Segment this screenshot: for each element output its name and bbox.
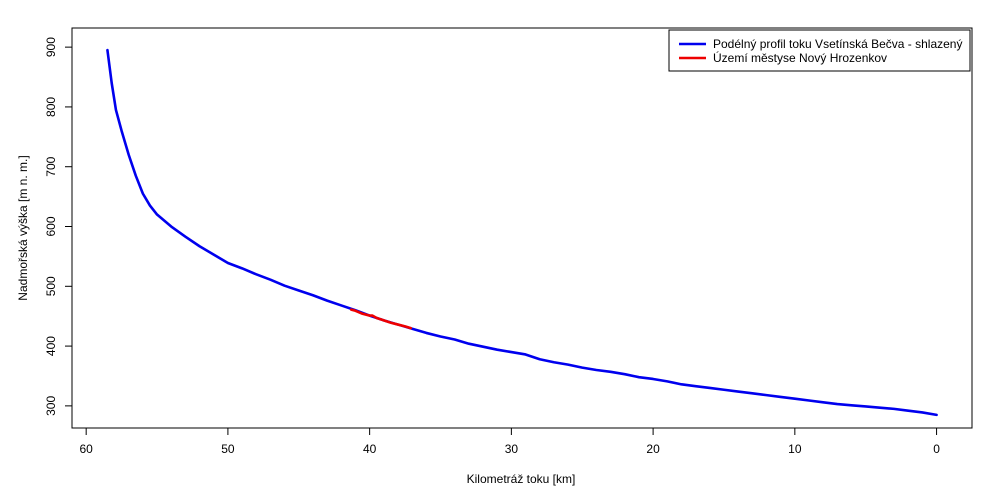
- legend-box: [668, 29, 971, 72]
- x-tick-label: 40: [363, 442, 377, 456]
- y-axis-label: Nadmořská výška [m n. m.]: [16, 155, 30, 300]
- x-tick-label: 10: [788, 442, 802, 456]
- x-tick-label: 60: [79, 442, 93, 456]
- series-layer: [106, 48, 938, 417]
- x-axis-label: Kilometráž toku [km]: [467, 472, 576, 486]
- legend: Podélný profil toku Vsetínská Bečva - sh…: [668, 29, 971, 72]
- series-line-1: [349, 308, 413, 330]
- y-tick-label: 900: [44, 37, 58, 57]
- legend-label-red: Území městyse Nový Hrozenkov: [713, 50, 887, 65]
- x-axis: 60 50 40 30 20 10 0: [79, 427, 940, 456]
- y-tick-label: 500: [44, 276, 58, 296]
- y-axis: 300 400 500 600 700 800 900: [44, 37, 73, 416]
- y-tick-label: 600: [44, 216, 58, 236]
- x-tick-label: 30: [505, 442, 519, 456]
- y-tick-label: 400: [44, 336, 58, 356]
- series-line-0: [106, 48, 938, 417]
- y-tick-label: 800: [44, 97, 58, 117]
- legend-label-blue: Podélný profil toku Vsetínská Bečva - sh…: [713, 37, 962, 51]
- x-tick-label: 0: [933, 442, 940, 456]
- x-tick-label: 20: [646, 442, 660, 456]
- y-tick-label: 300: [44, 396, 58, 416]
- y-tick-label: 700: [44, 156, 58, 176]
- x-tick-label: 50: [221, 442, 235, 456]
